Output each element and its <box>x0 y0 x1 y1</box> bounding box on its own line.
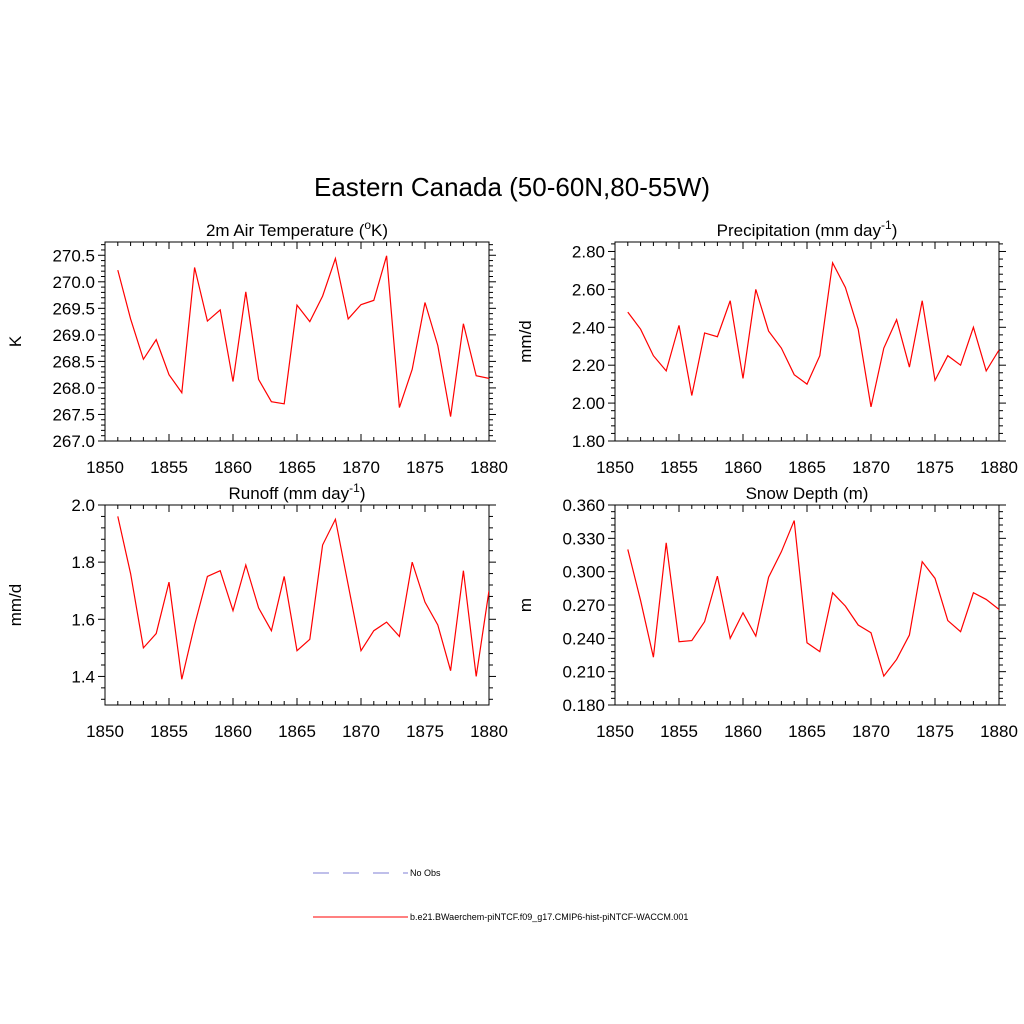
snow-depth-x-tick-label: 1855 <box>660 722 698 741</box>
panel-air-temperature: 2m Air Temperature (oK) K 1850 1855 1860 1865… <box>6 218 508 477</box>
snow-depth-y-axis-label: m <box>516 598 535 612</box>
snow-depth-title-text: Snow Depth (m) <box>746 484 869 503</box>
panel-runoff: Runoff (mm day-1) mm/d 1850 1855 1860 1865 187… <box>6 481 508 741</box>
snow-depth-y-tick-label: 0.180 <box>562 696 605 715</box>
precipitation-title: Precipitation (mm day-1) <box>717 218 898 240</box>
air-temperature-title-suffix: K) <box>371 221 388 240</box>
runoff-y-axis-label: mm/d <box>6 584 25 627</box>
air-temperature-x-tick-label: 1850 <box>86 458 124 477</box>
precipitation-x-tick-label: 1850 <box>596 458 634 477</box>
runoff-title-suffix: ) <box>360 484 366 503</box>
snow-depth-x-tick-label: 1870 <box>852 722 890 741</box>
snow-depth-series-line <box>627 520 999 678</box>
snow-depth-x-tick-label: 1865 <box>788 722 826 741</box>
runoff-x-tick-label: 1850 <box>86 722 124 741</box>
air-temperature-x-tick-label: 1855 <box>150 458 188 477</box>
air-temperature-series-line <box>117 255 489 417</box>
snow-depth-y-tick-label: 0.210 <box>562 663 605 682</box>
precipitation-x-tick-label: 1875 <box>916 458 954 477</box>
runoff-x-tick-label: 1875 <box>406 722 444 741</box>
runoff-series-line <box>117 516 489 680</box>
air-temperature-y-tick-label: 270.5 <box>52 246 95 265</box>
runoff-x-tick-label: 1865 <box>278 722 316 741</box>
precipitation-title-suffix: ) <box>892 221 898 240</box>
precipitation-x-tick-label: 1855 <box>660 458 698 477</box>
air-temperature-y-axis-label: K <box>6 335 25 347</box>
precipitation-x-tick-label: 1880 <box>980 458 1018 477</box>
runoff-y-tick-label: 1.4 <box>71 667 95 686</box>
air-temperature-y-tick-label: 267.0 <box>52 432 95 451</box>
snow-depth-x-tick-label: 1850 <box>596 722 634 741</box>
precipitation-y-tick-label: 2.00 <box>572 394 605 413</box>
precipitation-y-tick-label: 2.80 <box>572 242 605 261</box>
precipitation-y-tick-label: 2.60 <box>572 280 605 299</box>
runoff-x-tick-label: 1880 <box>470 722 508 741</box>
snow-depth-y-tick-label: 0.360 <box>562 496 605 515</box>
precipitation-x-tick-label: 1870 <box>852 458 890 477</box>
air-temperature-x-tick-label: 1880 <box>470 458 508 477</box>
runoff-title: Runoff (mm day-1) <box>229 481 366 503</box>
legend: No Obs b.e21.BWaerchem-piNTCF.f09_g17.CM… <box>313 868 688 922</box>
snow-depth-y-tick-label: 0.270 <box>562 596 605 615</box>
precipitation-y-axis-label: mm/d <box>516 320 535 363</box>
air-temperature-x-tick-label: 1865 <box>278 458 316 477</box>
runoff-y-tick-label: 1.8 <box>71 553 95 572</box>
legend-label-no-obs: No Obs <box>410 868 441 878</box>
precipitation-x-tick-label: 1860 <box>724 458 762 477</box>
runoff-y-tick-label: 2.0 <box>71 496 95 515</box>
precipitation-x-tick-label: 1865 <box>788 458 826 477</box>
precipitation-y-tick-label: 1.80 <box>572 432 605 451</box>
precipitation-title-superscript: -1 <box>881 218 892 232</box>
air-temperature-y-tick-label: 269.0 <box>52 326 95 345</box>
snow-depth-y-tick-label: 0.300 <box>562 563 605 582</box>
runoff-plot-frame <box>104 504 490 706</box>
air-temperature-x-tick-label: 1860 <box>214 458 252 477</box>
snow-depth-y-tick-label: 0.240 <box>562 629 605 648</box>
snow-depth-x-tick-label: 1875 <box>916 722 954 741</box>
snow-depth-title: Snow Depth (m) <box>746 484 869 503</box>
air-temperature-y-tick-label: 269.5 <box>52 299 95 318</box>
runoff-title-superscript: -1 <box>349 481 360 495</box>
air-temperature-title-superscript: o <box>364 218 371 232</box>
air-temperature-x-tick-label: 1875 <box>406 458 444 477</box>
figure-title: Eastern Canada (50-60N,80-55W) <box>314 172 710 202</box>
precipitation-series-line <box>627 260 999 408</box>
air-temperature-title: 2m Air Temperature (oK) <box>206 218 388 240</box>
snow-depth-x-tick-label: 1880 <box>980 722 1018 741</box>
runoff-title-text: Runoff (mm day <box>229 484 350 503</box>
air-temperature-plot-frame <box>104 241 490 442</box>
air-temperature-y-tick-label: 268.5 <box>52 352 95 371</box>
air-temperature-title-text: 2m Air Temperature ( <box>206 221 365 240</box>
runoff-x-tick-label: 1855 <box>150 722 188 741</box>
panel-snow-depth: Snow Depth (m) m 1850 1855 1860 1865 1870 1875 1… <box>516 484 1018 741</box>
snow-depth-plot-frame <box>614 504 1000 706</box>
precipitation-title-text: Precipitation (mm day <box>717 221 882 240</box>
snow-depth-y-tick-label: 0.330 <box>562 529 605 548</box>
air-temperature-y-tick-label: 270.0 <box>52 273 95 292</box>
runoff-y-tick-label: 1.6 <box>71 610 95 629</box>
air-temperature-y-tick-label: 267.5 <box>52 405 95 424</box>
runoff-x-tick-label: 1860 <box>214 722 252 741</box>
air-temperature-y-tick-label: 268.0 <box>52 379 95 398</box>
precipitation-y-tick-label: 2.20 <box>572 356 605 375</box>
snow-depth-x-tick-label: 1860 <box>724 722 762 741</box>
legend-label-model: b.e21.BWaerchem-piNTCF.f09_g17.CMIP6-his… <box>410 912 688 922</box>
precipitation-plot-frame <box>614 241 1000 442</box>
air-temperature-x-tick-label: 1870 <box>342 458 380 477</box>
panel-precipitation: Precipitation (mm day-1) mm/d 1850 1855 1860… <box>516 218 1018 477</box>
runoff-x-tick-label: 1870 <box>342 722 380 741</box>
precipitation-y-tick-label: 2.40 <box>572 318 605 337</box>
